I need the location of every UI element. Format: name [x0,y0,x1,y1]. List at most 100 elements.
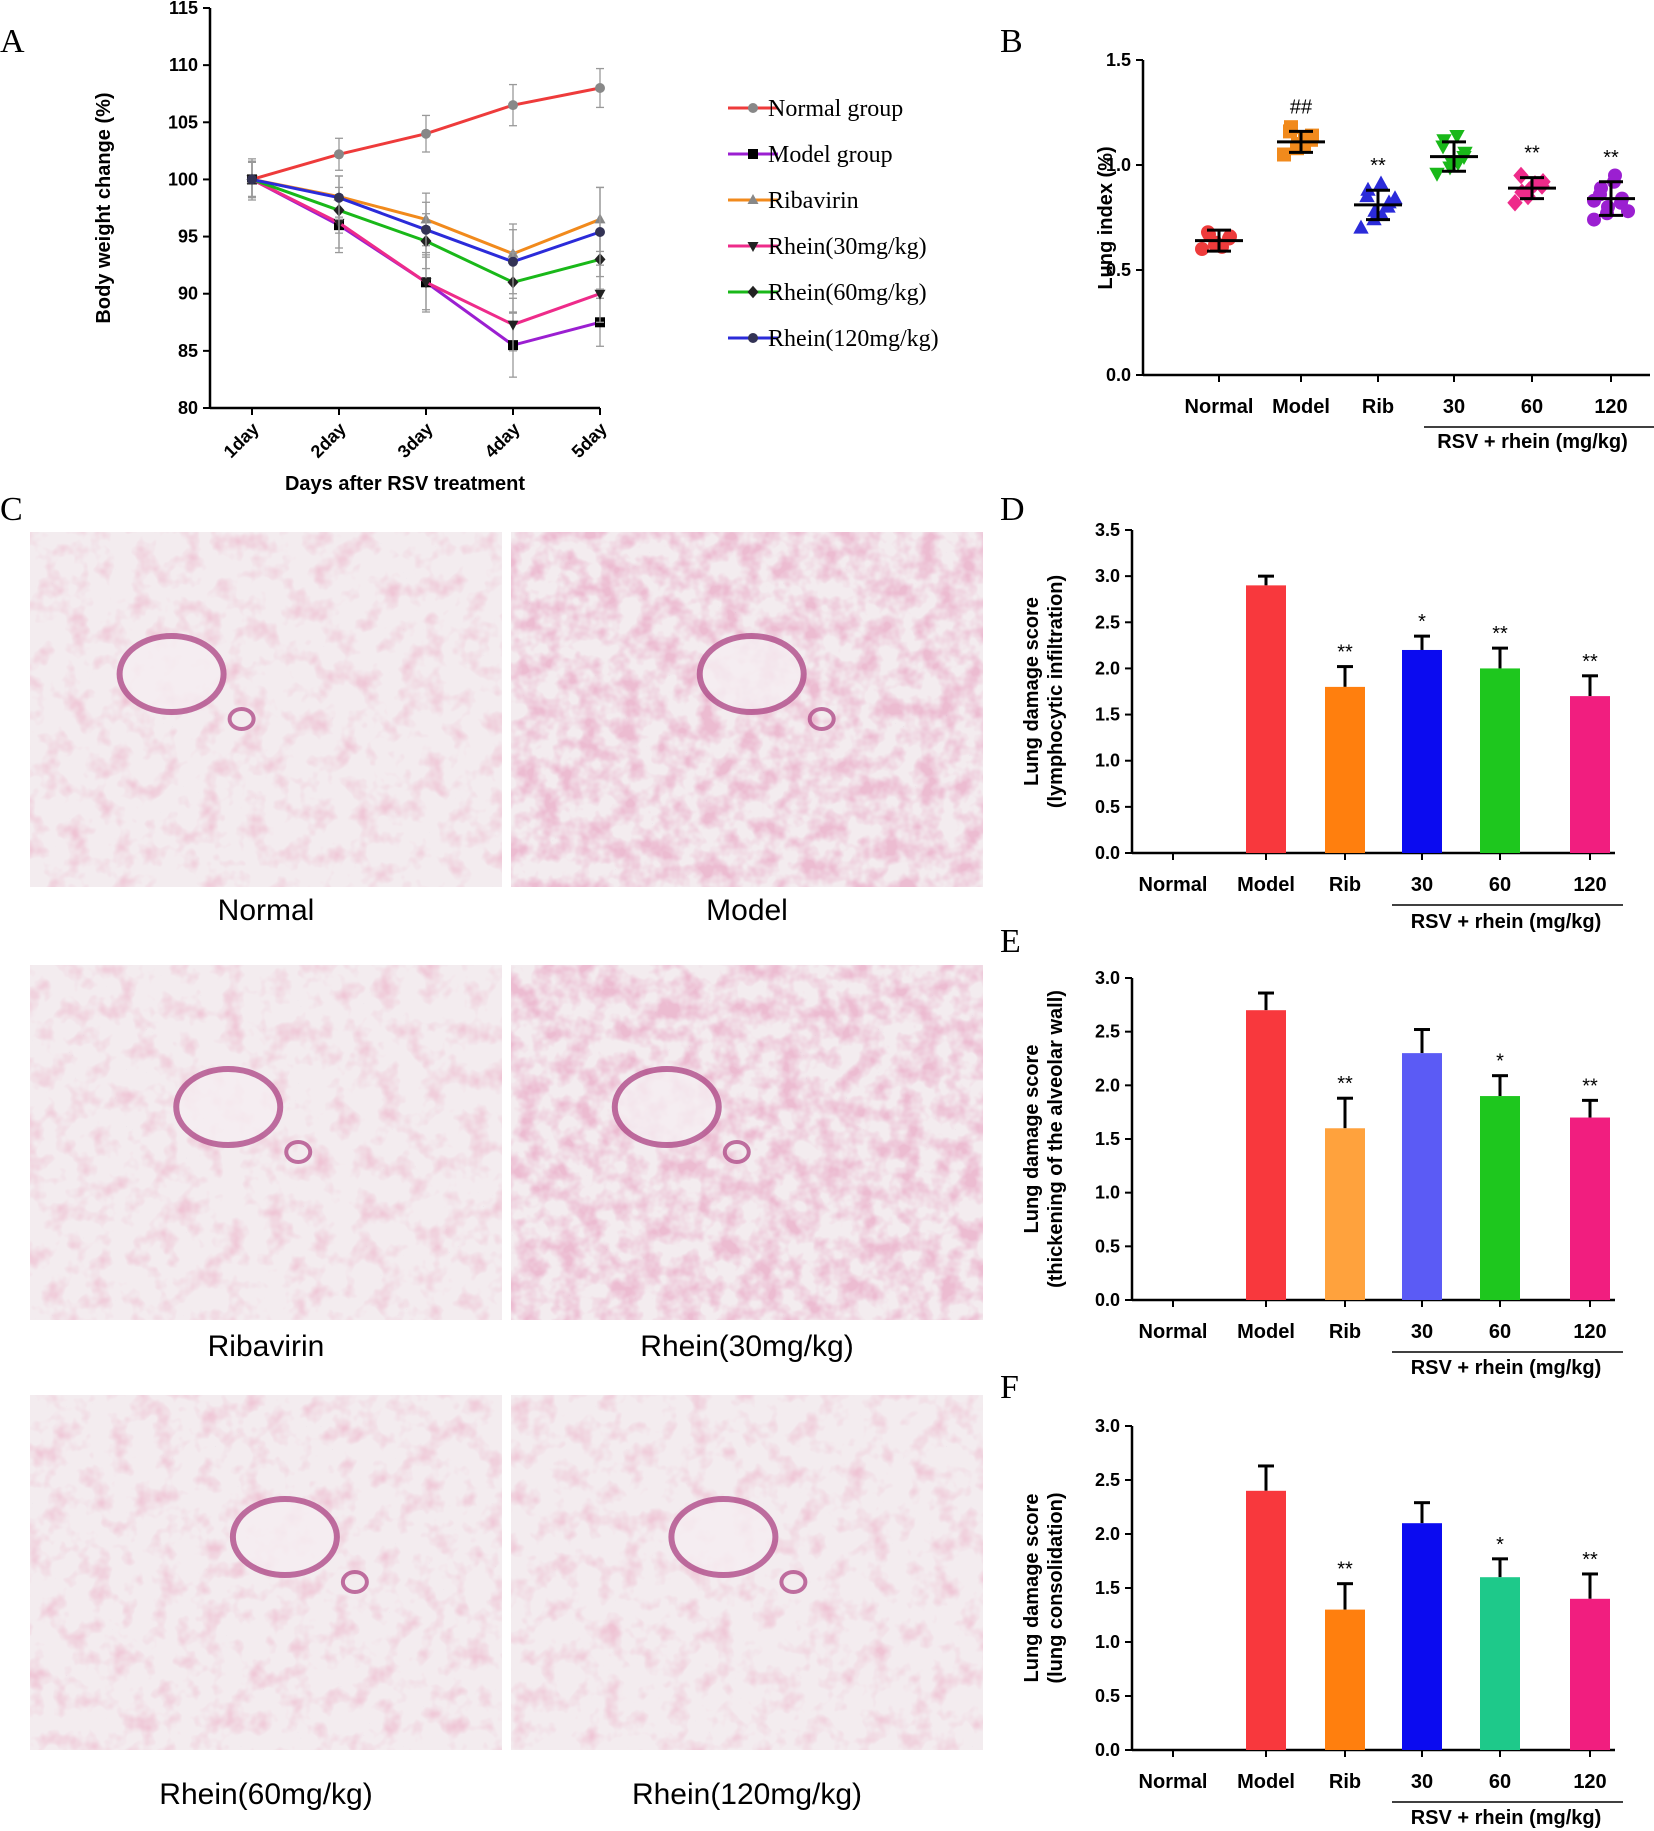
scatter-group: ## [1277,96,1325,162]
legend-entry: Normal group [728,96,903,122]
y-axis-title: Lung damage score [1021,1045,1043,1234]
bar-group: * [1480,1534,1520,1750]
histology-panel [511,532,983,887]
group-label: RSV + rhein (mg/kg) [1437,431,1628,453]
chart-f-consolidation: 0.0 0.5 1.0 1.5 2.0 2.5 3.0 Normal Model Rib 30 60 1… [1021,1416,1623,1829]
y-tick-label: 105 [168,112,198,132]
panel-label-d: D [1000,491,1025,528]
histology-caption: Model [706,894,788,927]
y-tick-label: 0.5 [1106,260,1131,280]
histology-caption: Rhein(120mg/kg) [632,1778,862,1811]
group-label: RSV + rhein (mg/kg) [1411,1357,1602,1379]
scatter-group: ** [1507,143,1556,212]
y-axis-subtitle: (thickening of the alveolar wall) [1045,990,1067,1288]
vessel-outline [284,1140,313,1164]
legend-marker [748,333,758,343]
x-tick-label: 1day [220,419,263,462]
panel-label-c: C [0,491,23,528]
data-point [1429,167,1445,182]
legend-label: Rhein(30mg/kg) [768,234,927,260]
category-label: 30 [1443,396,1465,418]
data-point [594,289,606,300]
histology-panel [30,532,502,887]
legend-entry: Rhein(120mg/kg) [728,326,939,352]
category-label: Rib [1329,874,1361,896]
y-tick-label: 2.5 [1095,612,1120,632]
scatter-group [1429,130,1478,182]
panel-label-a: A [0,23,25,60]
scatter-group [1195,225,1243,256]
data-point [1621,204,1635,219]
vessel-outline [722,1140,751,1164]
category-label: Normal [1139,874,1208,896]
data-point [1601,200,1615,214]
data-point [1277,147,1291,162]
significance-mark: ** [1582,1075,1598,1097]
legend-entry: Model group [728,142,893,168]
category-label: Normal [1139,1321,1208,1343]
legend-marker [748,149,758,159]
bar [1480,1096,1520,1300]
category-label: 60 [1489,874,1511,896]
histology-caption: Rhein(60mg/kg) [159,1778,372,1811]
legend-entry: Rhein(60mg/kg) [728,280,927,306]
y-tick-label: 0.0 [1095,1290,1120,1310]
legend-marker [748,103,758,113]
category-label: 30 [1411,1321,1433,1343]
bar-group [1246,574,1286,853]
bar-group [1246,991,1286,1300]
data-point [1513,166,1529,185]
x-tick-label: 5day [568,419,611,462]
bar-group: ** [1325,1073,1365,1300]
category-label: Model [1272,396,1330,418]
legend-label: Model group [768,142,893,168]
data-point [1457,146,1473,161]
histology-panel [30,1395,502,1750]
significance-mark: ** [1524,143,1540,165]
category-label: 30 [1411,874,1433,896]
data-point [1387,190,1403,205]
y-tick-label: 85 [178,341,198,361]
vessel-outline [779,1570,808,1594]
data-point [421,128,431,139]
y-tick-label: 3.0 [1095,1416,1120,1436]
bar-group: ** [1325,642,1365,853]
histology-panel [511,965,983,1320]
category-label: Normal [1185,396,1254,418]
y-tick-label: 90 [178,284,198,304]
y-tick-label: 110 [169,55,198,75]
y-tick-label: 2.0 [1095,1075,1120,1095]
y-tick-label: 1.0 [1095,1183,1120,1203]
y-tick-label: 80 [178,398,198,418]
data-point [247,174,257,185]
y-axis-title: Lung index (%) [1095,146,1117,289]
data-point [508,100,518,111]
data-point [1373,175,1389,190]
airway-outline [668,1496,779,1578]
significance-mark: ** [1603,147,1619,169]
legend-label: Rhein(120mg/kg) [768,326,939,352]
y-tick-label: 3.0 [1095,566,1120,586]
significance-mark: ** [1492,623,1508,645]
legend-marker [747,194,759,204]
category-label: Rib [1329,1321,1361,1343]
data-point [420,278,432,289]
y-axis-title: Lung damage score [1021,1494,1043,1683]
data-point [1195,242,1209,256]
x-tick-label: 3day [394,419,437,462]
category-label: Rib [1362,396,1394,418]
significance-mark: * [1418,611,1426,633]
y-tick-label: 3.5 [1095,520,1120,540]
y-tick-label: 0.0 [1106,365,1131,385]
y-tick-label: 2.5 [1095,1470,1120,1490]
category-label: 120 [1573,874,1606,896]
histology-panel [511,1395,983,1750]
bar [1325,1128,1365,1300]
airway-outline [611,1066,722,1148]
significance-mark: ** [1582,651,1598,673]
significance-mark: ** [1370,155,1386,177]
data-point [1353,219,1369,234]
histology-nuclei [511,965,983,1320]
bar-group: ** [1325,1559,1365,1750]
